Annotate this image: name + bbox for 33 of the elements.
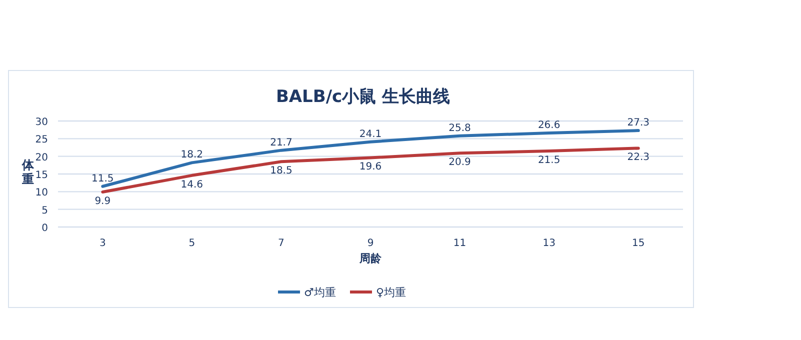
data-label: 18.2 — [180, 150, 204, 161]
y-tick-label: 10 — [35, 188, 48, 199]
x-tick-label: 7 — [278, 238, 284, 249]
data-label: 27.3 — [627, 118, 650, 129]
data-label: 18.5 — [270, 166, 292, 177]
data-label: 24.1 — [359, 128, 382, 140]
data-label: 26.6 — [538, 120, 560, 132]
data-label: 22.3 — [627, 152, 650, 164]
x-tick-label: 5 — [188, 238, 196, 249]
data-label: 21.5 — [538, 155, 560, 166]
y-tick-label: 20 — [35, 152, 48, 164]
y-tick-label: 25 — [35, 134, 48, 146]
y-axis-title: 体重 — [21, 158, 35, 186]
data-label: 14.6 — [180, 179, 204, 190]
x-tick-label: 9 — [367, 238, 374, 249]
data-label: 21.7 — [270, 137, 292, 148]
y-tick-label: 15 — [35, 170, 48, 181]
data-label: 20.9 — [448, 157, 471, 168]
data-label: 9.9 — [94, 196, 111, 208]
data-label: 25.8 — [448, 122, 471, 134]
y-tick-label: 5 — [42, 205, 48, 216]
x-tick-label: 13 — [542, 238, 556, 249]
y-tick-label: 30 — [35, 117, 48, 128]
data-label: 19.6 — [359, 162, 382, 173]
x-tick-label: 11 — [453, 238, 466, 249]
x-tick-label: 3 — [99, 238, 106, 249]
x-axis-title: 周龄 — [358, 252, 382, 265]
chart-title: BALB/c小鼠 生长曲线 — [276, 87, 450, 107]
y-tick-label: 0 — [42, 223, 48, 234]
data-label: 11.5 — [92, 173, 114, 184]
legend-label: ♀均重 — [376, 286, 406, 299]
x-tick-label: 15 — [632, 238, 645, 249]
legend-label: ♂均重 — [304, 286, 336, 299]
